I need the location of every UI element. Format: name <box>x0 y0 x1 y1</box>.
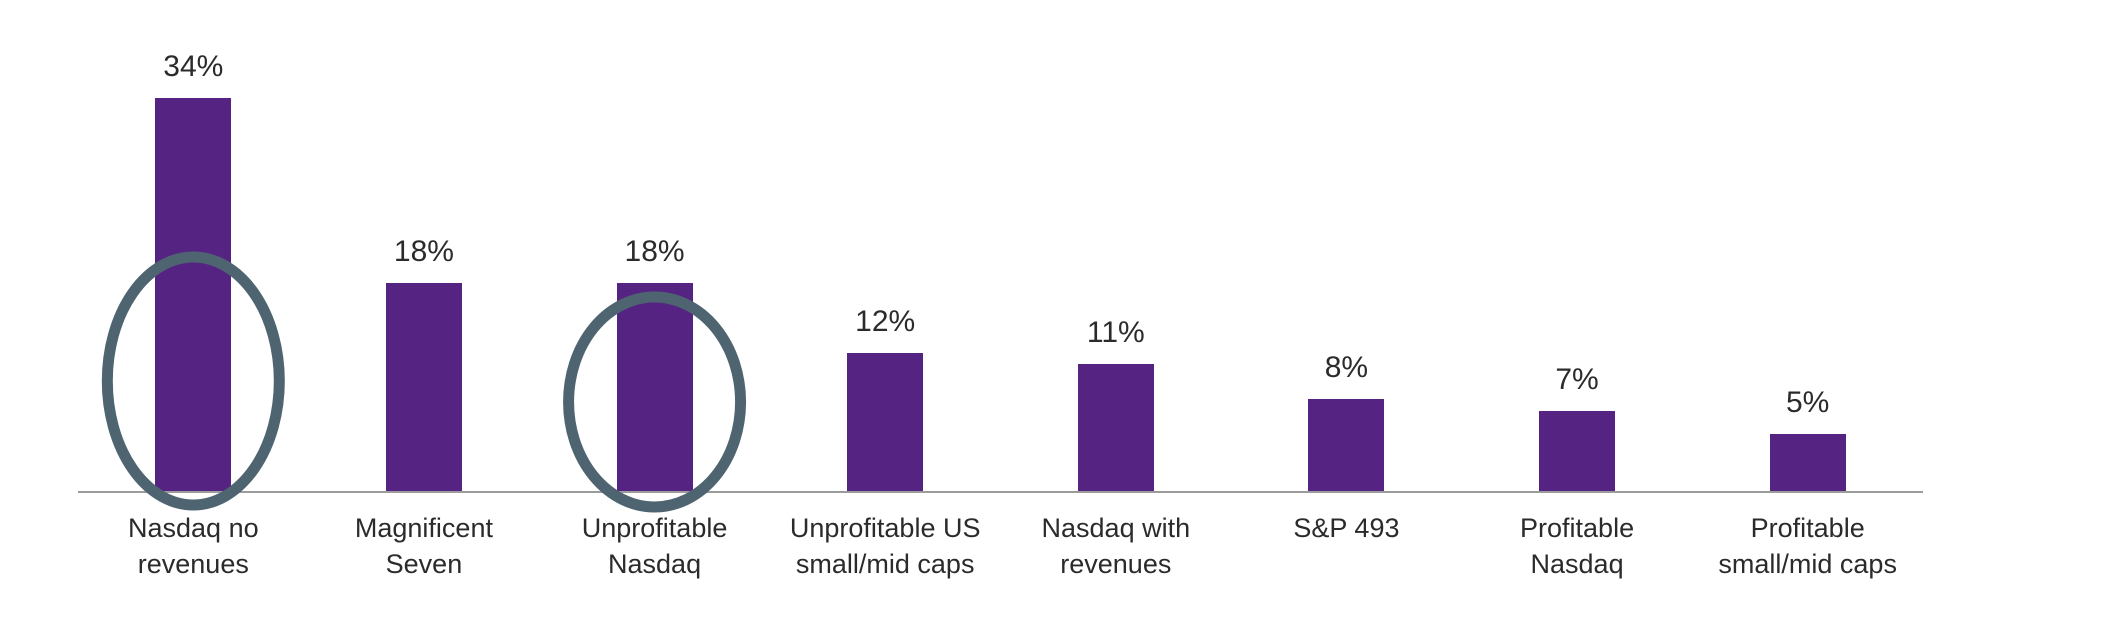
bar <box>155 98 232 492</box>
bar <box>1308 399 1385 492</box>
x-axis-label-line: Profitable <box>1520 513 1635 543</box>
x-axis-label-line: Unprofitable US <box>789 513 981 543</box>
x-axis-label-line: Profitable <box>1750 513 1865 543</box>
bar-value-label: 12% <box>855 305 916 338</box>
bar <box>1769 434 1846 492</box>
x-axis-label-line: Magnificent <box>354 513 493 543</box>
x-axis-label: S&P 493 <box>1221 510 1472 546</box>
bar-value-label: 34% <box>163 50 224 83</box>
x-axis-label-line: revenues <box>1060 549 1172 579</box>
x-axis-label-line: Nasdaq <box>608 549 702 579</box>
bar-value-label: 7% <box>1555 363 1599 396</box>
bar <box>847 353 924 492</box>
x-axis-label: Profitable Nasdaq <box>1452 510 1703 582</box>
x-axis-label-line: small/mid caps <box>1718 549 1897 579</box>
bar-value-label: 18% <box>393 235 454 268</box>
bar-value-label: 11% <box>1086 316 1145 349</box>
bar <box>385 283 462 492</box>
bar <box>1077 364 1154 492</box>
x-axis-label: Profitable small/mid caps <box>1682 510 1933 582</box>
bar-value-label: 18% <box>624 235 685 268</box>
bar <box>616 283 693 492</box>
x-axis-line <box>78 491 1923 493</box>
x-axis-label-line: Nasdaq no <box>128 513 259 543</box>
bar-value-label: 5% <box>1786 386 1830 419</box>
x-axis-label: Magnificent Seven <box>299 510 550 582</box>
x-axis-label-line: small/mid caps <box>795 549 975 579</box>
x-axis-label-line: Nasdaq <box>1530 549 1624 579</box>
x-axis-label: Unprofitable US small/mid caps <box>760 510 1011 582</box>
x-axis-label: Nasdaq with revenues <box>991 510 1242 582</box>
bar <box>1539 411 1616 492</box>
x-axis-label-line: Seven <box>385 549 463 579</box>
bar-value-label: 8% <box>1324 351 1369 384</box>
x-axis-label: Nasdaq no revenues <box>68 510 319 582</box>
x-axis-label-line: Nasdaq with <box>1041 513 1191 543</box>
x-axis-label-line: revenues <box>137 549 249 579</box>
x-axis-label-line: Unprofitable <box>581 513 728 543</box>
x-axis-label: Unprofitable Nasdaq <box>529 510 780 582</box>
x-axis-label-line: S&P 493 <box>1293 513 1400 543</box>
